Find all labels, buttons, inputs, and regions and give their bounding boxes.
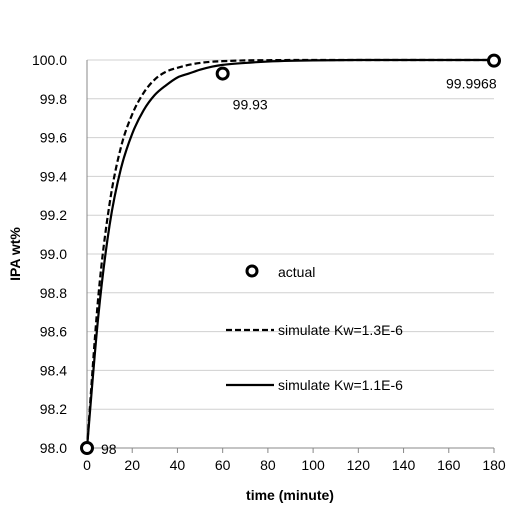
data-label: 99.9968 [446,76,497,92]
y-tick-label: 99.4 [40,168,67,184]
legend-item: actual [245,264,315,280]
y-tick-label: 99.8 [40,91,67,107]
y-axis-title: IPA wt% [7,227,23,281]
legend-marker [245,264,259,278]
legend-item: simulate Kw=1.3E-6 [226,322,403,338]
legend-label: simulate Kw=1.3E-6 [278,322,403,338]
series-line-1 [85,58,494,449]
data-label: 98 [101,441,117,457]
legend-label: actual [278,264,315,280]
data-point-marker [80,441,94,455]
x-tick-label: 20 [124,457,140,473]
y-tick-label: 98.2 [40,401,67,417]
x-tick-label: 100 [301,457,325,473]
x-tick-label: 0 [83,457,91,473]
y-tick-label: 98.0 [40,440,67,456]
legend-label: simulate Kw=1.1E-6 [278,377,403,393]
y-tick-label: 100.0 [32,52,67,68]
data-point-marker [215,66,230,81]
y-tick-label: 99.2 [40,207,67,223]
y-tick-label: 98.8 [40,285,67,301]
x-tick-label: 120 [347,457,371,473]
x-tick-label: 180 [482,457,506,473]
x-axis-title: time (minute) [246,487,334,503]
series-line-2 [85,58,494,449]
x-tick-label: 140 [392,457,416,473]
y-tick-label: 98.6 [40,324,67,340]
series [80,53,501,455]
x-tick-label: 160 [437,457,461,473]
gridlines [87,59,494,410]
data-label: 99.93 [233,97,268,113]
y-tick-label: 99.0 [40,246,67,262]
x-tick-label: 40 [170,457,186,473]
data-point-marker [487,53,501,68]
legend-item: simulate Kw=1.1E-6 [226,377,403,393]
x-tick-label: 80 [260,457,276,473]
data-labels: 98 99.93 99.9968 [101,76,497,457]
y-tick-label: 99.6 [40,130,67,146]
legend: actual simulate Kw=1.3E-6 simulate Kw=1.1E… [226,264,403,393]
axes: 98.0 98.2 98.4 98.6 98.8 99.0 99.2 99.4 99.6 99.8… [32,52,506,473]
y-tick-label: 98.4 [40,362,67,378]
x-tick-label: 60 [215,457,231,473]
